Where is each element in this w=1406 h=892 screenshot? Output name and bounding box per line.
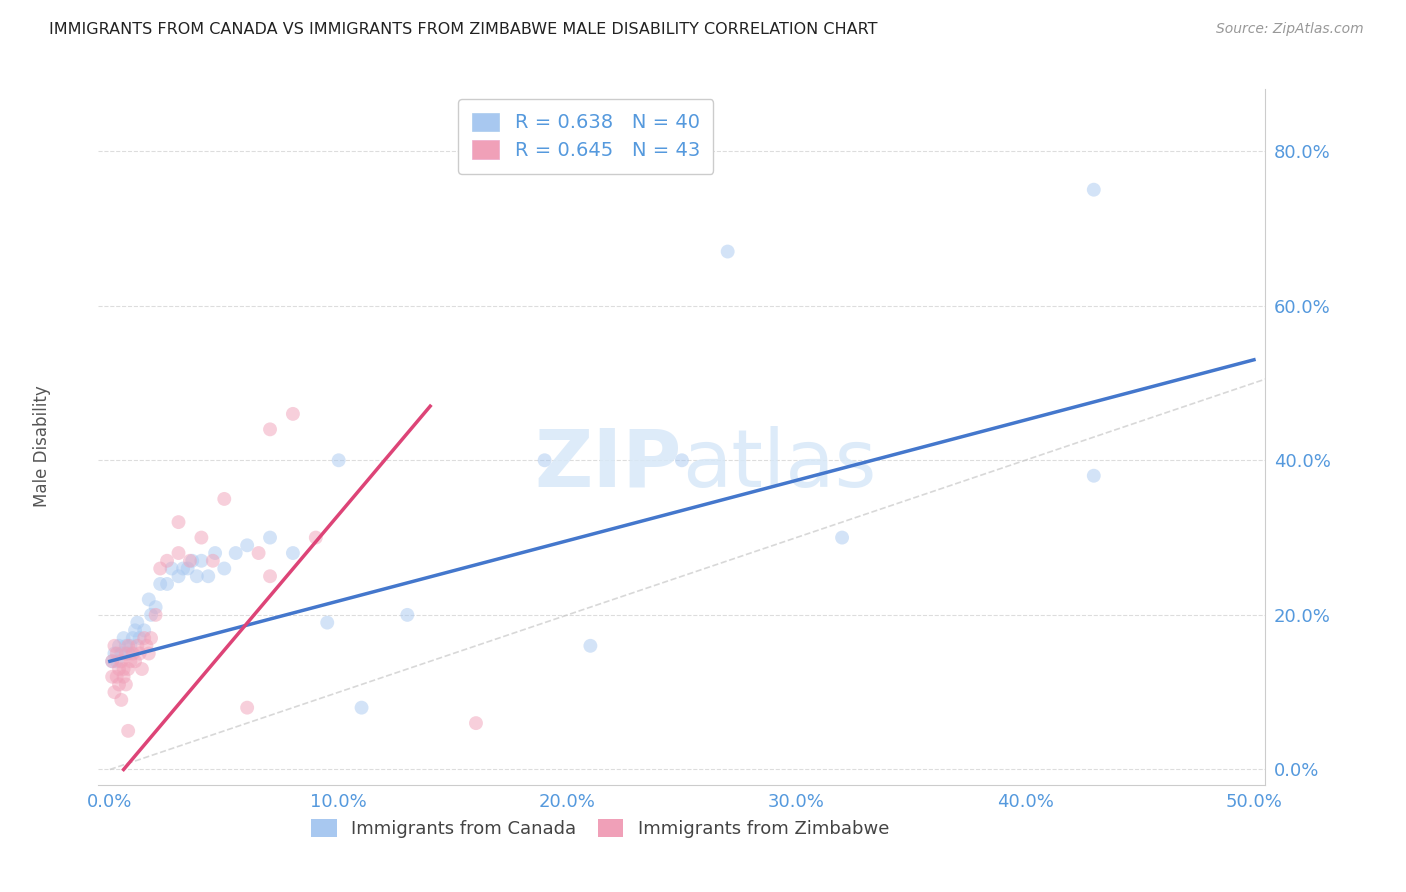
Point bbox=[110, 654, 132, 668]
Point bbox=[259, 569, 281, 583]
Point bbox=[117, 662, 139, 676]
Point bbox=[156, 577, 179, 591]
Point bbox=[305, 531, 328, 545]
Point bbox=[247, 546, 270, 560]
Point bbox=[112, 662, 135, 676]
Point bbox=[135, 639, 157, 653]
Point bbox=[160, 561, 183, 575]
Point bbox=[579, 639, 602, 653]
Point bbox=[101, 654, 124, 668]
Point bbox=[138, 647, 160, 661]
Text: IMMIGRANTS FROM CANADA VS IMMIGRANTS FROM ZIMBABWE MALE DISABILITY CORRELATION C: IMMIGRANTS FROM CANADA VS IMMIGRANTS FRO… bbox=[49, 22, 877, 37]
Point bbox=[236, 538, 259, 552]
Point bbox=[128, 647, 150, 661]
Point bbox=[145, 607, 167, 622]
Point bbox=[465, 716, 488, 731]
Point bbox=[281, 546, 304, 560]
Point bbox=[108, 677, 131, 691]
Point bbox=[117, 639, 139, 653]
Point bbox=[197, 569, 219, 583]
Point bbox=[145, 600, 167, 615]
Point bbox=[105, 670, 128, 684]
Point bbox=[204, 546, 226, 560]
Point bbox=[225, 546, 247, 560]
Point bbox=[115, 639, 138, 653]
Point bbox=[127, 615, 149, 630]
Point bbox=[112, 631, 135, 645]
Point bbox=[108, 639, 131, 653]
Point bbox=[172, 561, 194, 575]
Text: Source: ZipAtlas.com: Source: ZipAtlas.com bbox=[1216, 22, 1364, 37]
Point bbox=[103, 639, 125, 653]
Point bbox=[121, 631, 143, 645]
Text: atlas: atlas bbox=[682, 425, 876, 504]
Point bbox=[167, 515, 190, 529]
Point bbox=[139, 631, 162, 645]
Point bbox=[112, 670, 135, 684]
Point bbox=[124, 624, 146, 638]
Point bbox=[134, 631, 156, 645]
Point bbox=[101, 670, 124, 684]
Point bbox=[110, 693, 132, 707]
Legend: Immigrants from Canada, Immigrants from Zimbabwe: Immigrants from Canada, Immigrants from … bbox=[304, 813, 896, 846]
Point bbox=[179, 554, 201, 568]
Point bbox=[201, 554, 224, 568]
Point bbox=[105, 647, 128, 661]
Point bbox=[103, 647, 125, 661]
Point bbox=[103, 685, 125, 699]
Point bbox=[717, 244, 740, 259]
Point bbox=[350, 700, 373, 714]
Point bbox=[117, 723, 139, 738]
Point bbox=[115, 677, 138, 691]
Point bbox=[120, 639, 142, 653]
Point bbox=[128, 631, 150, 645]
Point bbox=[131, 662, 153, 676]
Point bbox=[167, 569, 190, 583]
Point bbox=[115, 647, 138, 661]
Point bbox=[117, 647, 139, 661]
Point bbox=[190, 531, 212, 545]
Point bbox=[121, 647, 143, 661]
Text: Male Disability: Male Disability bbox=[34, 385, 51, 507]
Point bbox=[1083, 468, 1105, 483]
Point bbox=[1083, 183, 1105, 197]
Point bbox=[120, 654, 142, 668]
Point bbox=[186, 569, 208, 583]
Point bbox=[671, 453, 693, 467]
Point bbox=[259, 422, 281, 436]
Point bbox=[108, 662, 131, 676]
Point bbox=[149, 577, 172, 591]
Point bbox=[236, 700, 259, 714]
Point bbox=[316, 615, 339, 630]
Point bbox=[110, 647, 132, 661]
Point bbox=[138, 592, 160, 607]
Point bbox=[214, 491, 236, 506]
Point bbox=[533, 453, 555, 467]
Point bbox=[328, 453, 350, 467]
Point bbox=[134, 624, 156, 638]
Point bbox=[167, 546, 190, 560]
Point bbox=[281, 407, 304, 421]
Point bbox=[831, 531, 853, 545]
Point bbox=[101, 654, 124, 668]
Point bbox=[149, 561, 172, 575]
Text: ZIP: ZIP bbox=[534, 425, 682, 504]
Point bbox=[124, 654, 146, 668]
Point bbox=[176, 561, 198, 575]
Point bbox=[181, 554, 204, 568]
Point bbox=[259, 531, 281, 545]
Point bbox=[190, 554, 212, 568]
Point bbox=[156, 554, 179, 568]
Point bbox=[139, 607, 162, 622]
Point bbox=[396, 607, 419, 622]
Point bbox=[214, 561, 236, 575]
Point bbox=[105, 654, 128, 668]
Point bbox=[127, 639, 149, 653]
